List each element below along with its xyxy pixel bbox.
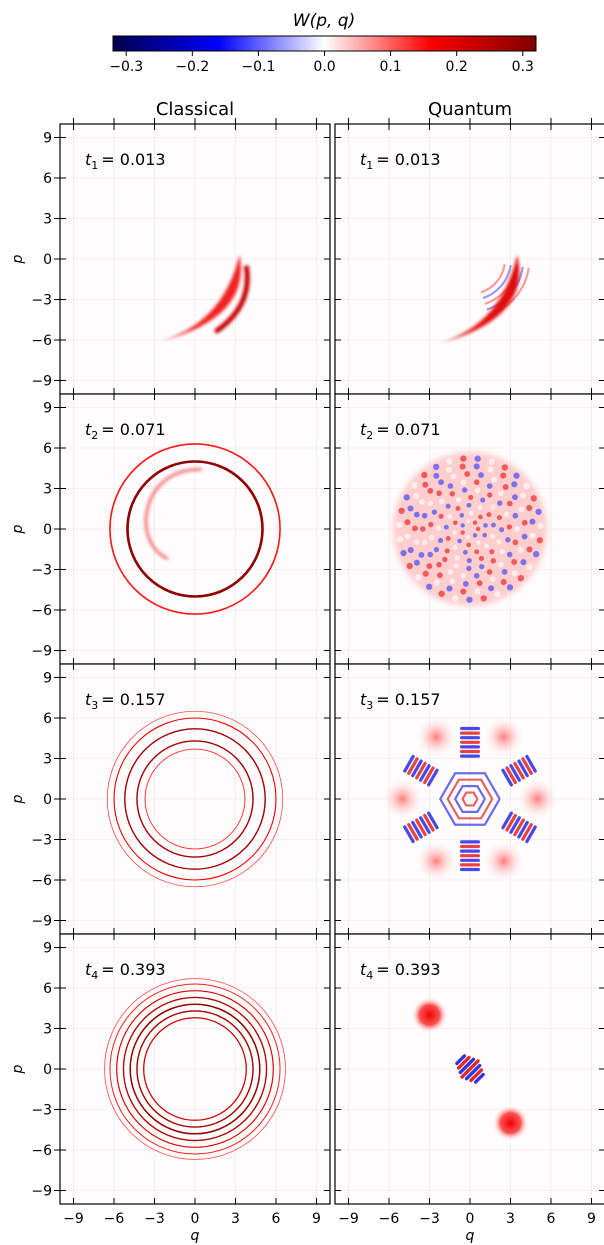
colorbar: W(p, q) −0.3 −0.2 −0.1 0.0 0.1 0.2 0.3 [109,11,536,75]
x-tick-label: −3 [144,1211,165,1227]
x-tick-label: 6 [547,1211,556,1227]
x-tick-label: 0 [466,1211,475,1227]
y-tick-label: 6 [43,171,52,187]
panel-quantum-t2: t2 = 0.071 [335,388,604,664]
panel-quantum-t4: −9 −6 −3 0 3 6 9 q t4 = 0.393 [335,928,604,1244]
x-axis-label: q [466,1228,475,1244]
y-tick-label: 0 [43,1062,52,1078]
x-tick-label: 0 [191,1211,200,1227]
x-tick-label: −9 [63,1211,84,1227]
y-tick-label: 0 [43,522,52,538]
panel-classical-t1: −9 −6 −3 0 3 6 9 p t1 = 0.013 [10,118,330,394]
y-axis-label: p [10,1064,26,1074]
y-tick-label: 3 [43,752,52,768]
colorbar-tick-label: −0.3 [109,59,143,75]
column-header-classical: Classical [156,99,234,120]
x-tick-label: 3 [506,1211,515,1227]
y-tick-label: −6 [31,603,52,619]
colorbar-label: W(p, q) [293,11,355,31]
colorbar-tick-label: 0.2 [446,59,468,75]
x-tick-label: −6 [379,1211,400,1227]
y-tick-label: 0 [43,252,52,268]
y-tick-label: 3 [43,212,52,228]
panel-classical-t3: −9 −6 −3 0 3 6 9 p t3 = 0.157 [10,658,330,934]
quantum-peak [381,777,424,820]
y-tick-label: 3 [43,482,52,498]
panel-classical-t2: −9 −6 −3 0 3 6 9 p t2 = 0.071 [10,388,330,664]
wigner-density [393,452,547,606]
x-tick-label: −3 [419,1211,440,1227]
quantum-peak [516,777,559,820]
colorbar-tick-label: −0.2 [175,59,209,75]
y-tick-label: 0 [43,792,52,808]
y-tick-label: −9 [31,374,52,390]
x-tick-label: −9 [338,1211,359,1227]
panel-classical-t4: −9 −6 −3 0 3 6 9 p −9 −6 −3 0 3 6 9 q t4 = 0.393 [10,928,330,1244]
colorbar-tick-label: 0.0 [313,59,335,75]
quantum-peak [492,1105,528,1141]
y-tick-label: 9 [43,401,52,417]
quantum-peak [482,840,525,883]
quantum-peak [411,997,447,1033]
panel-quantum-t1: t1 = 0.013 [335,118,604,394]
y-tick-label: −3 [31,563,52,579]
y-tick-label: −6 [31,873,52,889]
y-axis-label: p [10,524,26,534]
y-tick-label: −3 [31,833,52,849]
colorbar-tick-label: −0.1 [241,59,275,75]
y-axis-label: p [10,794,26,804]
y-tick-label: 9 [43,131,52,147]
y-tick-label: −3 [31,293,52,309]
x-tick-label: 3 [231,1211,240,1227]
y-tick-label: 6 [43,981,52,997]
y-tick-label: −9 [31,1184,52,1200]
y-tick-label: 9 [43,941,52,957]
colorbar-tick-label: 0.1 [379,59,401,75]
y-tick-label: 6 [43,441,52,457]
colorbar-tick-label: 0.3 [512,59,534,75]
x-tick-label: −6 [104,1211,125,1227]
x-tick-label: 9 [312,1211,321,1227]
x-axis-label: q [191,1228,200,1244]
quantum-peak [415,840,458,883]
quantum-peak [482,715,525,758]
y-tick-label: −3 [31,1103,52,1119]
y-tick-label: 6 [43,711,52,727]
x-tick-label: 6 [272,1211,281,1227]
x-tick-label: 9 [587,1211,596,1227]
y-axis-label: p [10,254,26,264]
colorbar-gradient [113,36,536,51]
quantum-peak [415,715,458,758]
y-tick-label: −6 [31,1143,52,1159]
y-tick-label: 9 [43,671,52,687]
y-tick-label: −6 [31,333,52,349]
y-tick-label: −9 [31,914,52,930]
y-tick-label: −9 [31,644,52,660]
panel-quantum-t3: t3 = 0.157 [335,658,604,934]
column-header-quantum: Quantum [428,99,512,120]
y-tick-label: 3 [43,1022,52,1038]
